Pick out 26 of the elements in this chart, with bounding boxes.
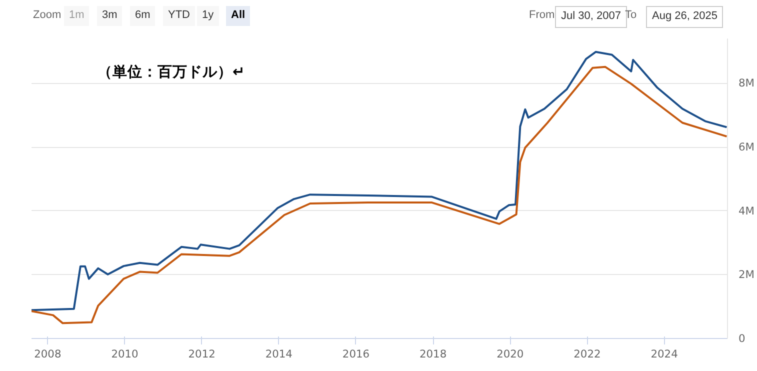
- text: 1m: [64, 6, 90, 26]
- y-tick-label: 8M: [738, 76, 754, 90]
- x-tick-label: 2022: [574, 348, 601, 360]
- text: From: [528, 8, 556, 23]
- text: 6m: [130, 6, 156, 26]
- y-tick-label: 2M: [738, 268, 754, 282]
- x-tick-label: 2024: [650, 348, 678, 360]
- x-tick-label: 2018: [420, 348, 447, 360]
- x-tick-label: 2020: [496, 348, 524, 360]
- text: 1y: [197, 6, 219, 26]
- y-tick-label: 6M: [738, 140, 754, 154]
- y-tick-label: 0: [738, 332, 746, 345]
- y-tick-label: 4M: [738, 204, 754, 218]
- x-tick-label: 2014: [265, 348, 293, 360]
- text: （単位：百万ドル）↵: [98, 64, 245, 80]
- x-tick-label: 2008: [34, 348, 62, 360]
- x-tick-label: 2010: [111, 348, 139, 360]
- text: Jul 30, 2007: [555, 6, 627, 28]
- text: Aug 26, 2025: [646, 6, 724, 28]
- text: All: [226, 6, 250, 26]
- x-tick-label: 2012: [188, 348, 216, 360]
- x-tick-label: 2016: [342, 348, 370, 360]
- text: To: [624, 8, 638, 23]
- text: YTD: [163, 6, 195, 26]
- text: 3m: [97, 6, 122, 26]
- text: Zoom: [32, 8, 62, 23]
